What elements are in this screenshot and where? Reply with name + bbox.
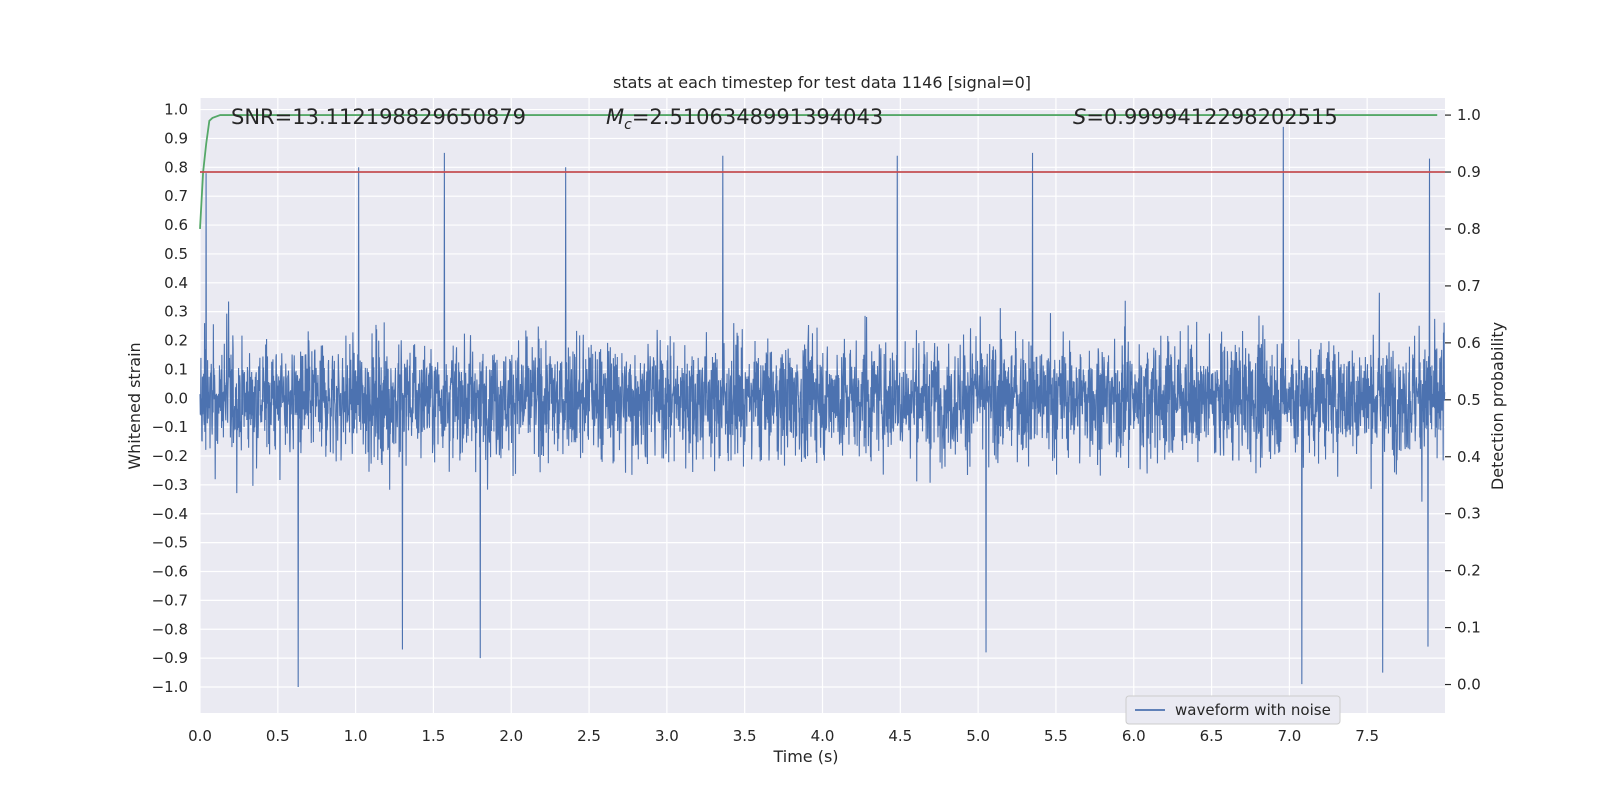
y-left-tick-label: −0.2 (152, 447, 188, 465)
score-value: =0.9999412298202515 (1086, 105, 1337, 129)
probability-series (199, 114, 1438, 230)
x-tick-label: 2.0 (499, 727, 523, 745)
x-tick-label: 3.5 (733, 727, 757, 745)
y-right-tick-label: 0.6 (1457, 334, 1481, 352)
y-axis-left: 1.0 0.9 0.8 0.7 0.6 0.5 0.4 0.3 0.2 0.1 0.0 −0.1 −0.… (152, 101, 188, 696)
y-right-tick-label: 0.1 (1457, 619, 1481, 637)
y-axis-right-label: Detection probability (1488, 322, 1507, 490)
y-left-tick-label: 0.1 (164, 360, 188, 378)
y-left-tick-label: −0.5 (152, 534, 188, 552)
x-tick-label: 7.5 (1355, 727, 1379, 745)
y-right-tick-label: 0.5 (1457, 391, 1481, 409)
legend-label-waveform: waveform with noise (1175, 701, 1331, 719)
y-right-tick-label: 0.7 (1457, 277, 1481, 295)
y-right-tick-label: 0.9 (1457, 163, 1481, 181)
chirp-mass-subscript: c (624, 117, 632, 133)
y-left-tick-label: 0.3 (164, 303, 188, 321)
x-axis: 0.0 0.5 1.0 1.5 2.0 2.5 3.0 3.5 4.0 4.5 5.0 5.5 6.0 6… (188, 727, 1379, 745)
x-tick-label: 6.5 (1200, 727, 1224, 745)
snr-annotation: SNR=13.112198829650879 (231, 105, 526, 129)
legend-box (1125, 695, 1341, 725)
y-left-tick-label: −0.9 (152, 649, 188, 667)
y-right-tick-label: 0.4 (1457, 448, 1481, 466)
x-tick-label: 1.0 (344, 727, 368, 745)
waveform-line (199, 126, 1446, 688)
y-right-tick-label: 0.8 (1457, 220, 1481, 238)
x-tick-label: 0.5 (266, 727, 290, 745)
y-left-tick-label: 1.0 (164, 101, 188, 119)
y-left-tick-label: −0.8 (152, 620, 188, 638)
x-tick-label: 3.0 (655, 727, 679, 745)
x-tick-label: 4.0 (811, 727, 835, 745)
y-left-tick-label: −0.7 (152, 591, 188, 609)
legend: waveform with noise (1125, 695, 1341, 725)
y-left-tick-label: 0.9 (164, 129, 188, 147)
y-left-tick-label: 0.2 (164, 332, 188, 350)
waveform-series (199, 126, 1446, 688)
x-tick-label: 0.0 (188, 727, 212, 745)
y-axis-right: 1.0 0.9 0.8 0.7 0.6 0.5 0.4 0.3 0.2 0.1 0.0 (1445, 106, 1481, 694)
y-right-tick-label: 0.3 (1457, 505, 1481, 523)
y-left-tick-label: 0.7 (164, 187, 188, 205)
y-left-tick-label: −0.4 (152, 505, 188, 523)
x-tick-label: 5.5 (1044, 727, 1068, 745)
y-left-tick-label: 0.5 (164, 245, 188, 263)
y-left-tick-label: 0.0 (164, 389, 188, 407)
y-left-tick-label: −0.3 (152, 476, 188, 494)
x-tick-label: 4.5 (888, 727, 912, 745)
y-left-tick-label: 0.8 (164, 158, 188, 176)
y-right-tick-label: 1.0 (1457, 106, 1481, 124)
x-tick-label: 2.5 (577, 727, 601, 745)
y-right-tick-label: 0.0 (1457, 676, 1481, 694)
y-right-tick-label: 0.2 (1457, 562, 1481, 580)
x-tick-label: 5.0 (966, 727, 990, 745)
chirp-mass-annotation: Mc=2.5106348991394043 (606, 105, 883, 133)
y-left-tick-label: 0.6 (164, 216, 188, 234)
chirp-mass-symbol: M (606, 105, 624, 129)
y-left-tick-label: −0.1 (152, 418, 188, 436)
score-annotation: S=0.9999412298202515 (1073, 105, 1338, 129)
x-axis-label: Time (s) (772, 747, 838, 766)
y-left-tick-label: −1.0 (152, 678, 188, 696)
y-left-tick-label: −0.6 (152, 563, 188, 581)
detection-probability-line (199, 114, 1438, 230)
x-tick-label: 6.0 (1122, 727, 1146, 745)
x-tick-label: 7.0 (1277, 727, 1301, 745)
score-symbol: S (1073, 105, 1086, 129)
y-axis-left-label: Whitened strain (125, 342, 144, 469)
chirp-mass-value: =2.5106348991394043 (632, 105, 883, 129)
y-left-tick-label: 0.4 (164, 274, 188, 292)
chart-title: stats at each timestep for test data 114… (613, 73, 1031, 92)
x-tick-label: 1.5 (422, 727, 446, 745)
